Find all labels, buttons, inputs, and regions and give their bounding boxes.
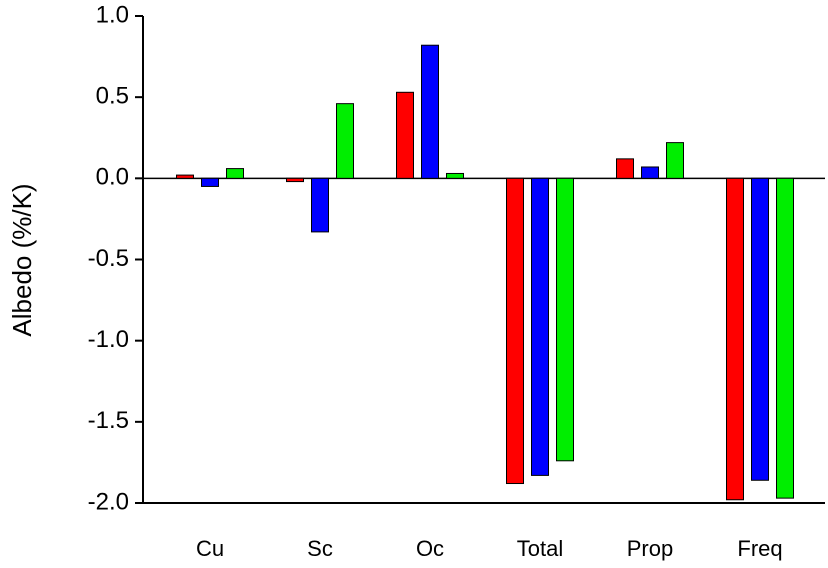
bar	[531, 177, 549, 476]
bar	[616, 158, 634, 179]
bar	[556, 177, 574, 462]
bar	[286, 177, 304, 183]
y-tick-label: -2.0	[88, 488, 129, 515]
x-tick-label: Sc	[307, 536, 333, 561]
bar	[726, 177, 744, 501]
bar	[751, 177, 769, 481]
bar	[506, 177, 524, 485]
bar	[446, 172, 464, 179]
y-tick-label: 0.5	[96, 83, 129, 110]
x-tick-label: Cu	[196, 536, 224, 561]
bar	[336, 103, 354, 179]
bar	[176, 174, 194, 179]
y-axis-label: Albedo (%/K)	[7, 183, 37, 336]
bar	[421, 44, 439, 179]
bar	[201, 177, 219, 187]
x-tick-label: Oc	[416, 536, 444, 561]
x-tick-label: Prop	[627, 536, 673, 561]
y-tick-label: 1.0	[96, 1, 129, 28]
y-tick-label: -1.5	[88, 407, 129, 434]
y-tick-label: -0.5	[88, 245, 129, 272]
y-tick-label: 0.0	[96, 164, 129, 191]
y-tick-label: -1.0	[88, 326, 129, 353]
bar	[666, 142, 684, 179]
bar	[311, 177, 329, 233]
x-tick-label: Total	[517, 536, 563, 561]
bar	[396, 91, 414, 179]
x-tick-label: Freq	[737, 536, 782, 561]
bar	[226, 168, 244, 179]
bar	[641, 166, 659, 179]
bar	[776, 177, 794, 499]
